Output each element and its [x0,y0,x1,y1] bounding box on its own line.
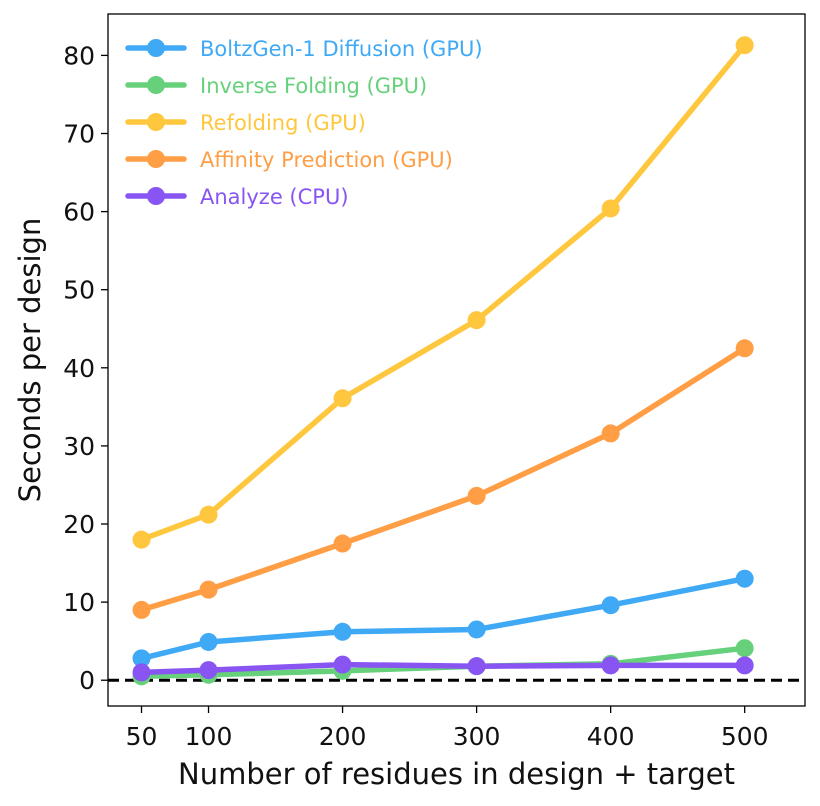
data-point [132,649,151,668]
x-tick-label: 100 [185,722,233,751]
series-4 [132,655,754,682]
legend-marker [147,150,165,168]
data-point [333,534,352,553]
x-tick-label: 400 [587,722,635,751]
legend: BoltzGen-1 Diffusion (GPU) Inverse Foldin… [125,37,483,209]
y-tick-label: 0 [79,666,95,695]
legend-label: Refolding (GPU) [200,111,366,135]
legend-label: Inverse Folding (GPU) [200,74,427,98]
legend-item-4: Analyze (CPU) [125,185,349,209]
series-line [138,645,748,680]
y-tick-label: 20 [63,510,95,539]
series-line [138,661,748,676]
legend-marker [147,113,165,131]
legend-label: BoltzGen-1 Diffusion (GPU) [200,37,483,61]
y-axis-label: Seconds per design [13,218,47,503]
data-point [735,36,754,55]
y-tick-label: 40 [63,354,95,383]
data-point [132,600,151,619]
series-0 [132,569,754,668]
data-point [467,311,486,330]
legend-item-2: Refolding (GPU) [125,111,366,135]
y-tick-label: 30 [63,432,95,461]
data-point [735,339,754,358]
series-line [138,42,748,543]
legend-item-3: Affinity Prediction (GPU) [125,148,453,172]
data-point [735,639,754,658]
data-point [601,199,620,218]
legend-marker [147,187,165,205]
data-point [132,530,151,549]
data-point [735,656,754,675]
x-tick-label: 200 [319,722,367,751]
x-axis-label: Number of residues in design + target [178,757,735,791]
data-point [467,657,486,676]
series-3 [132,339,754,619]
legend-marker [147,76,165,94]
y-tick-label: 60 [63,198,95,227]
data-point [199,505,218,524]
x-tick-label: 500 [721,722,769,751]
series-line [138,575,748,662]
data-point [333,389,352,408]
legend-item-0: BoltzGen-1 Diffusion (GPU) [125,37,483,61]
legend-item-1: Inverse Folding (GPU) [125,74,427,98]
series-line [138,345,748,613]
series-2 [132,36,754,549]
y-tick-label: 70 [63,119,95,148]
data-point [199,580,218,599]
data-point [467,620,486,639]
data-point [601,596,620,615]
series-layer [132,36,754,686]
y-tick-label: 80 [63,41,95,70]
data-point [601,656,620,675]
ticks-layer: 50 100 200 300 400 500 0 10 20 30 40 50 60 70 80 [63,41,768,751]
legend-label: Analyze (CPU) [200,185,349,209]
data-point [333,622,352,641]
y-tick-label: 10 [63,588,95,617]
data-point [735,569,754,588]
data-point [467,486,486,505]
y-tick-label: 50 [63,276,95,305]
legend-label: Affinity Prediction (GPU) [200,148,453,172]
data-point [199,632,218,651]
x-tick-label: 300 [453,722,501,751]
data-point [199,661,218,680]
data-point [333,655,352,674]
data-point [132,663,151,682]
plot-frame-layer [107,13,806,707]
data-point [601,424,620,443]
x-tick-label: 50 [126,722,158,751]
plot-frame [107,13,806,707]
legend-marker [147,39,165,57]
